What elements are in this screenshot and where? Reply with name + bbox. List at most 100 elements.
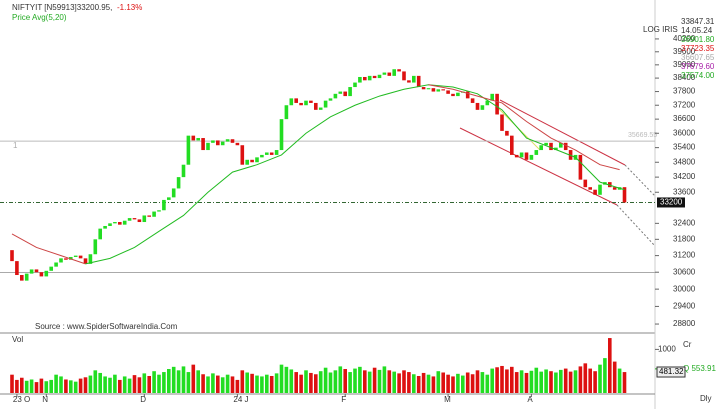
volume-bar bbox=[304, 370, 308, 393]
candle bbox=[122, 220, 127, 225]
trend-line bbox=[616, 204, 656, 247]
volume-bar bbox=[157, 374, 161, 393]
x-tick-label: N bbox=[42, 395, 48, 404]
volume-bar bbox=[421, 372, 426, 393]
right-label: 36901.80 bbox=[681, 35, 715, 44]
volume-bar bbox=[78, 378, 83, 393]
volume-bar bbox=[20, 377, 24, 393]
volume-bar bbox=[431, 376, 436, 393]
volume-bar bbox=[559, 369, 563, 393]
volume-bar bbox=[196, 370, 200, 393]
candle bbox=[534, 150, 539, 155]
candle bbox=[598, 184, 602, 195]
candle bbox=[162, 199, 166, 211]
change: -1.13% bbox=[117, 3, 142, 12]
volume-bar bbox=[441, 372, 445, 393]
candle bbox=[34, 269, 39, 273]
candle bbox=[39, 272, 44, 277]
candle bbox=[563, 142, 568, 151]
volume-bar bbox=[314, 374, 318, 393]
candle bbox=[93, 239, 98, 255]
volume-bar bbox=[113, 374, 117, 393]
volume-bar bbox=[132, 375, 137, 393]
candle bbox=[377, 74, 382, 79]
volume-bar bbox=[343, 369, 347, 393]
candle bbox=[367, 75, 372, 81]
candle bbox=[524, 152, 529, 160]
candle bbox=[514, 154, 519, 158]
candle bbox=[88, 254, 93, 264]
volume-bar bbox=[348, 372, 352, 393]
right-label: 37574.00 bbox=[681, 71, 715, 80]
candle bbox=[475, 102, 480, 110]
right-label: 36607.65 bbox=[681, 53, 715, 62]
volume-bar bbox=[176, 370, 181, 393]
candle bbox=[358, 76, 362, 83]
volume-bar bbox=[407, 372, 411, 393]
volume-bar bbox=[64, 379, 68, 393]
candle bbox=[544, 142, 548, 146]
volume-bar bbox=[118, 379, 122, 393]
candle bbox=[108, 223, 112, 226]
right-label: 14.05.24 bbox=[681, 26, 713, 35]
y-tick-label: 37800 bbox=[673, 87, 696, 96]
volume-bar bbox=[367, 371, 372, 393]
volume-bar bbox=[534, 367, 539, 393]
volume-bar bbox=[539, 371, 543, 393]
candle bbox=[24, 273, 29, 281]
volume-bar bbox=[83, 377, 88, 393]
volume-bar bbox=[358, 366, 362, 393]
candle bbox=[78, 255, 83, 259]
volume-bar bbox=[34, 382, 39, 393]
y-tick-label: 40200 bbox=[673, 34, 696, 43]
average-line bbox=[85, 84, 625, 265]
x-tick-label: 24 J bbox=[233, 395, 248, 404]
volume-bar bbox=[98, 372, 102, 393]
volume-bar bbox=[289, 369, 294, 393]
candle bbox=[554, 147, 558, 151]
volume-bar bbox=[544, 369, 548, 393]
candle bbox=[490, 93, 494, 101]
volume-bar bbox=[274, 373, 279, 393]
level-label: 35669.55 bbox=[628, 132, 657, 139]
volume-bar bbox=[191, 364, 196, 393]
trend-line bbox=[499, 99, 626, 166]
volume-bar bbox=[216, 375, 220, 393]
candle bbox=[206, 142, 210, 151]
volume-bar bbox=[181, 366, 186, 393]
candle bbox=[64, 258, 68, 260]
candle bbox=[54, 262, 58, 267]
volume-label: Vol bbox=[12, 335, 23, 344]
y-tick-label: 31200 bbox=[673, 251, 696, 260]
volume-bar bbox=[309, 372, 313, 393]
volume-bar bbox=[211, 373, 215, 393]
period-label: Dly bbox=[700, 394, 712, 403]
volume-bar bbox=[122, 376, 127, 393]
volume-bar bbox=[412, 374, 416, 393]
y-tick-label: 34200 bbox=[673, 172, 696, 181]
candle bbox=[436, 89, 441, 92]
volume-bar bbox=[255, 375, 259, 393]
candle bbox=[299, 102, 303, 106]
volume-bar bbox=[29, 379, 34, 393]
candle bbox=[441, 89, 445, 91]
candle bbox=[220, 141, 225, 146]
candle bbox=[255, 157, 259, 163]
y-tick-label: 38400 bbox=[673, 73, 696, 82]
volume-bar bbox=[603, 358, 607, 393]
candle bbox=[181, 164, 186, 178]
volume-marker-box bbox=[656, 366, 686, 378]
candle bbox=[304, 100, 308, 106]
y-tick-label: 34800 bbox=[673, 157, 696, 166]
candle bbox=[446, 90, 450, 94]
y-tick-label: 37200 bbox=[673, 100, 696, 109]
y-tick-label: 36000 bbox=[673, 128, 696, 137]
volume-bar bbox=[519, 370, 524, 393]
candle bbox=[519, 152, 524, 158]
candle bbox=[578, 154, 583, 180]
candle bbox=[142, 215, 147, 223]
volume-bar bbox=[382, 366, 387, 393]
volume-bar bbox=[446, 374, 450, 393]
